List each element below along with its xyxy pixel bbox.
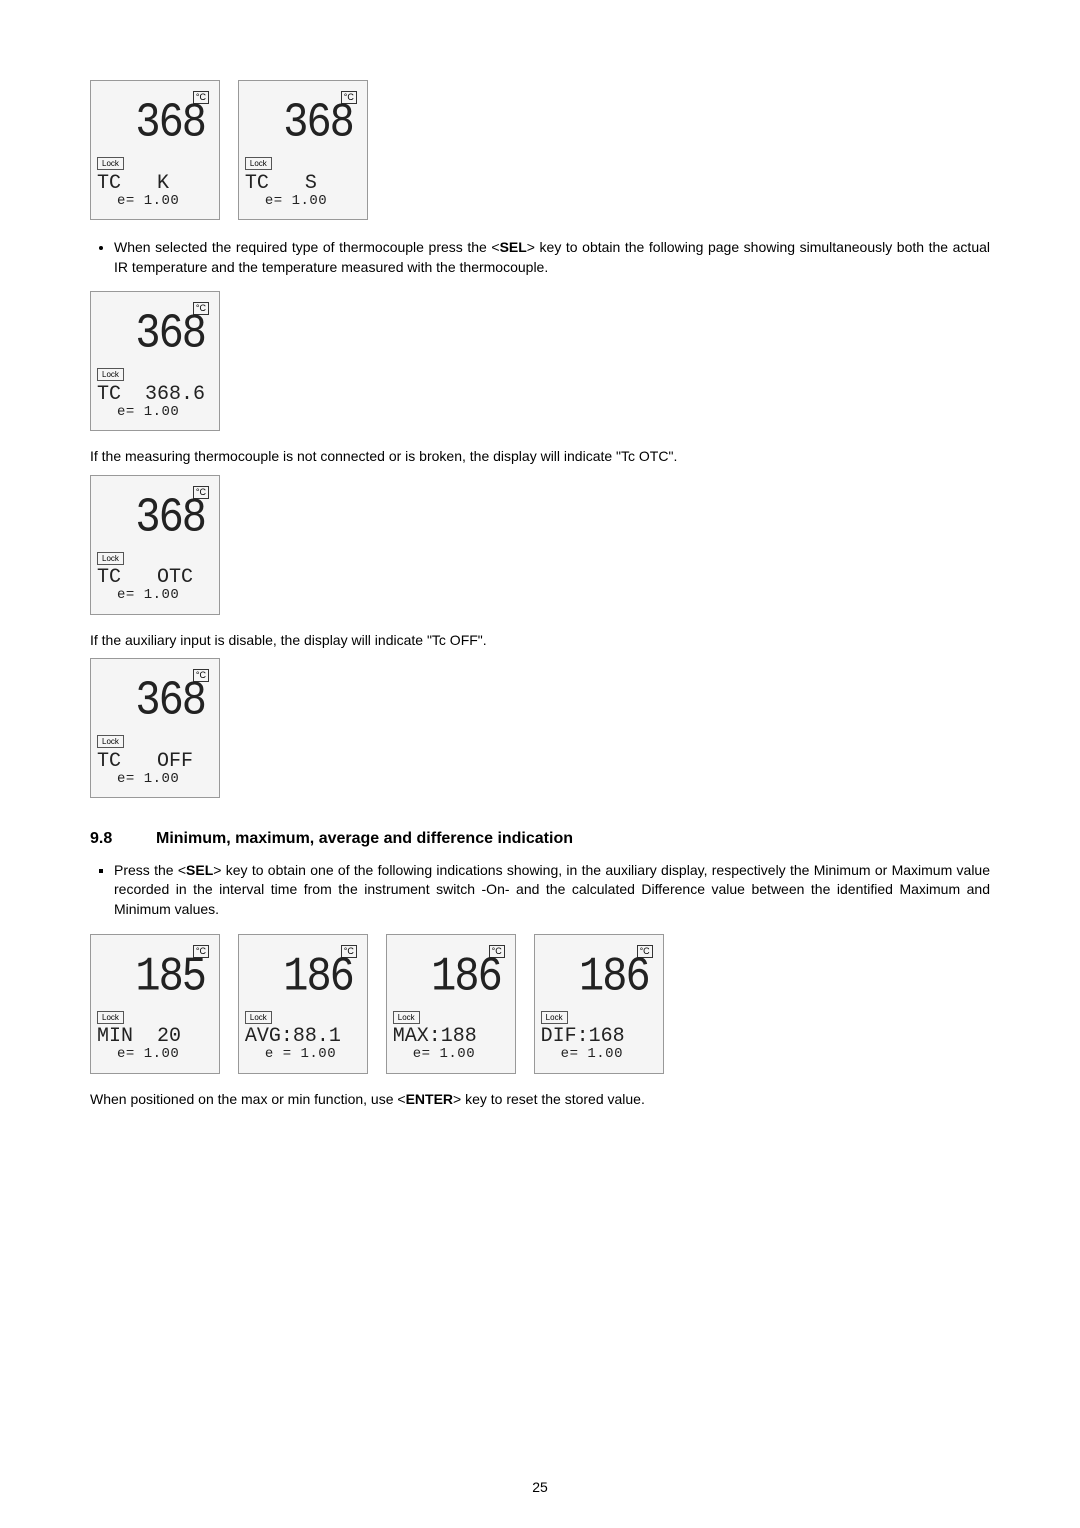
bullet-sel: When selected the required type of therm…	[114, 238, 990, 277]
para-enter: When positioned on the max or min functi…	[90, 1090, 990, 1110]
section-heading: 9.8Minimum, maximum, average and differe…	[90, 828, 990, 850]
emissivity: e= 1.00	[97, 405, 213, 419]
main-reading: 368	[97, 677, 213, 725]
text: Press the <	[114, 862, 186, 878]
emissivity: e= 1.00	[245, 194, 361, 208]
lock-indicator: Lock	[97, 552, 124, 565]
aux-reading: TC OTC	[97, 568, 213, 588]
page-number: 25	[0, 1478, 1080, 1498]
section-title: Minimum, maximum, average and difference…	[156, 830, 573, 847]
lcd-panel-tc-s: °C 368 Lock TC S e= 1.00	[238, 80, 368, 220]
aux-reading: TC K	[97, 174, 213, 194]
text: When positioned on the max or min functi…	[90, 1091, 406, 1107]
aux-reading: MIN 20	[97, 1027, 213, 1047]
lock-indicator: Lock	[541, 1011, 568, 1024]
emissivity: e= 1.00	[97, 772, 213, 786]
lock-indicator: Lock	[97, 157, 124, 170]
aux-reading: AVG:88.1	[245, 1027, 361, 1047]
lock-indicator: Lock	[245, 157, 272, 170]
aux-reading: TC S	[245, 174, 361, 194]
lcd-panel-off: °C 368 Lock TC OFF e= 1.00	[90, 658, 220, 798]
panel-row-top: °C 368 Lock TC K e= 1.00 °C 368 Lock TC …	[90, 80, 990, 228]
emissivity: e= 1.00	[97, 1047, 213, 1061]
lcd-panel-otc: °C 368 Lock TC OTC e= 1.00	[90, 475, 220, 615]
lcd-panel-avg: °C 186 Lock AVG:88.1 e = 1.00	[238, 934, 368, 1074]
main-reading: 368	[97, 99, 213, 147]
panel-off-row: °C 368 Lock TC OFF e= 1.00	[90, 658, 990, 806]
main-reading: 368	[245, 99, 361, 147]
emissivity: e= 1.00	[541, 1047, 657, 1061]
lcd-panel-max: °C 186 Lock MAX:188 e= 1.00	[386, 934, 516, 1074]
key-sel: SEL	[500, 239, 527, 255]
main-reading: 368	[97, 310, 213, 358]
panel-otc-row: °C 368 Lock TC OTC e= 1.00	[90, 475, 990, 623]
square-bullet-list: Press the <SEL> key to obtain one of the…	[90, 861, 990, 920]
lock-indicator: Lock	[393, 1011, 420, 1024]
main-reading: 186	[245, 952, 361, 1000]
main-reading: 368	[97, 493, 213, 541]
main-reading: 186	[393, 952, 509, 1000]
aux-reading: TC OFF	[97, 752, 213, 772]
aux-reading: TC 368.6	[97, 385, 213, 405]
emissivity: e = 1.00	[245, 1047, 361, 1061]
panel-tc-value-row: °C 368 Lock TC 368.6 e= 1.00	[90, 291, 990, 439]
emissivity: e= 1.00	[393, 1047, 509, 1061]
aux-reading: MAX:188	[393, 1027, 509, 1047]
key-sel: SEL	[186, 862, 213, 878]
para-off: If the auxiliary input is disable, the d…	[90, 631, 990, 651]
panel-row-bottom: °C 185 Lock MIN 20 e= 1.00 °C 186 Lock A…	[90, 934, 990, 1082]
lock-indicator: Lock	[97, 368, 124, 381]
text: > key to reset the stored value.	[453, 1091, 645, 1107]
bullet-list: When selected the required type of therm…	[90, 238, 990, 277]
lcd-panel-dif: °C 186 Lock DIF:168 e= 1.00	[534, 934, 664, 1074]
para-otc: If the measuring thermocouple is not con…	[90, 447, 990, 467]
aux-reading: DIF:168	[541, 1027, 657, 1047]
lcd-panel-min: °C 185 Lock MIN 20 e= 1.00	[90, 934, 220, 1074]
main-reading: 185	[97, 952, 213, 1000]
lock-indicator: Lock	[97, 1011, 124, 1024]
bullet-sel-2: Press the <SEL> key to obtain one of the…	[114, 861, 990, 920]
main-reading: 186	[541, 952, 657, 1000]
key-enter: ENTER	[406, 1091, 453, 1107]
text: > key to obtain one of the following ind…	[114, 862, 990, 917]
lock-indicator: Lock	[245, 1011, 272, 1024]
lock-indicator: Lock	[97, 735, 124, 748]
text: When selected the required type of therm…	[114, 239, 500, 255]
emissivity: e= 1.00	[97, 588, 213, 602]
emissivity: e= 1.00	[97, 194, 213, 208]
section-number: 9.8	[90, 828, 156, 850]
lcd-panel-tc-k: °C 368 Lock TC K e= 1.00	[90, 80, 220, 220]
lcd-panel-tc-value: °C 368 Lock TC 368.6 e= 1.00	[90, 291, 220, 431]
